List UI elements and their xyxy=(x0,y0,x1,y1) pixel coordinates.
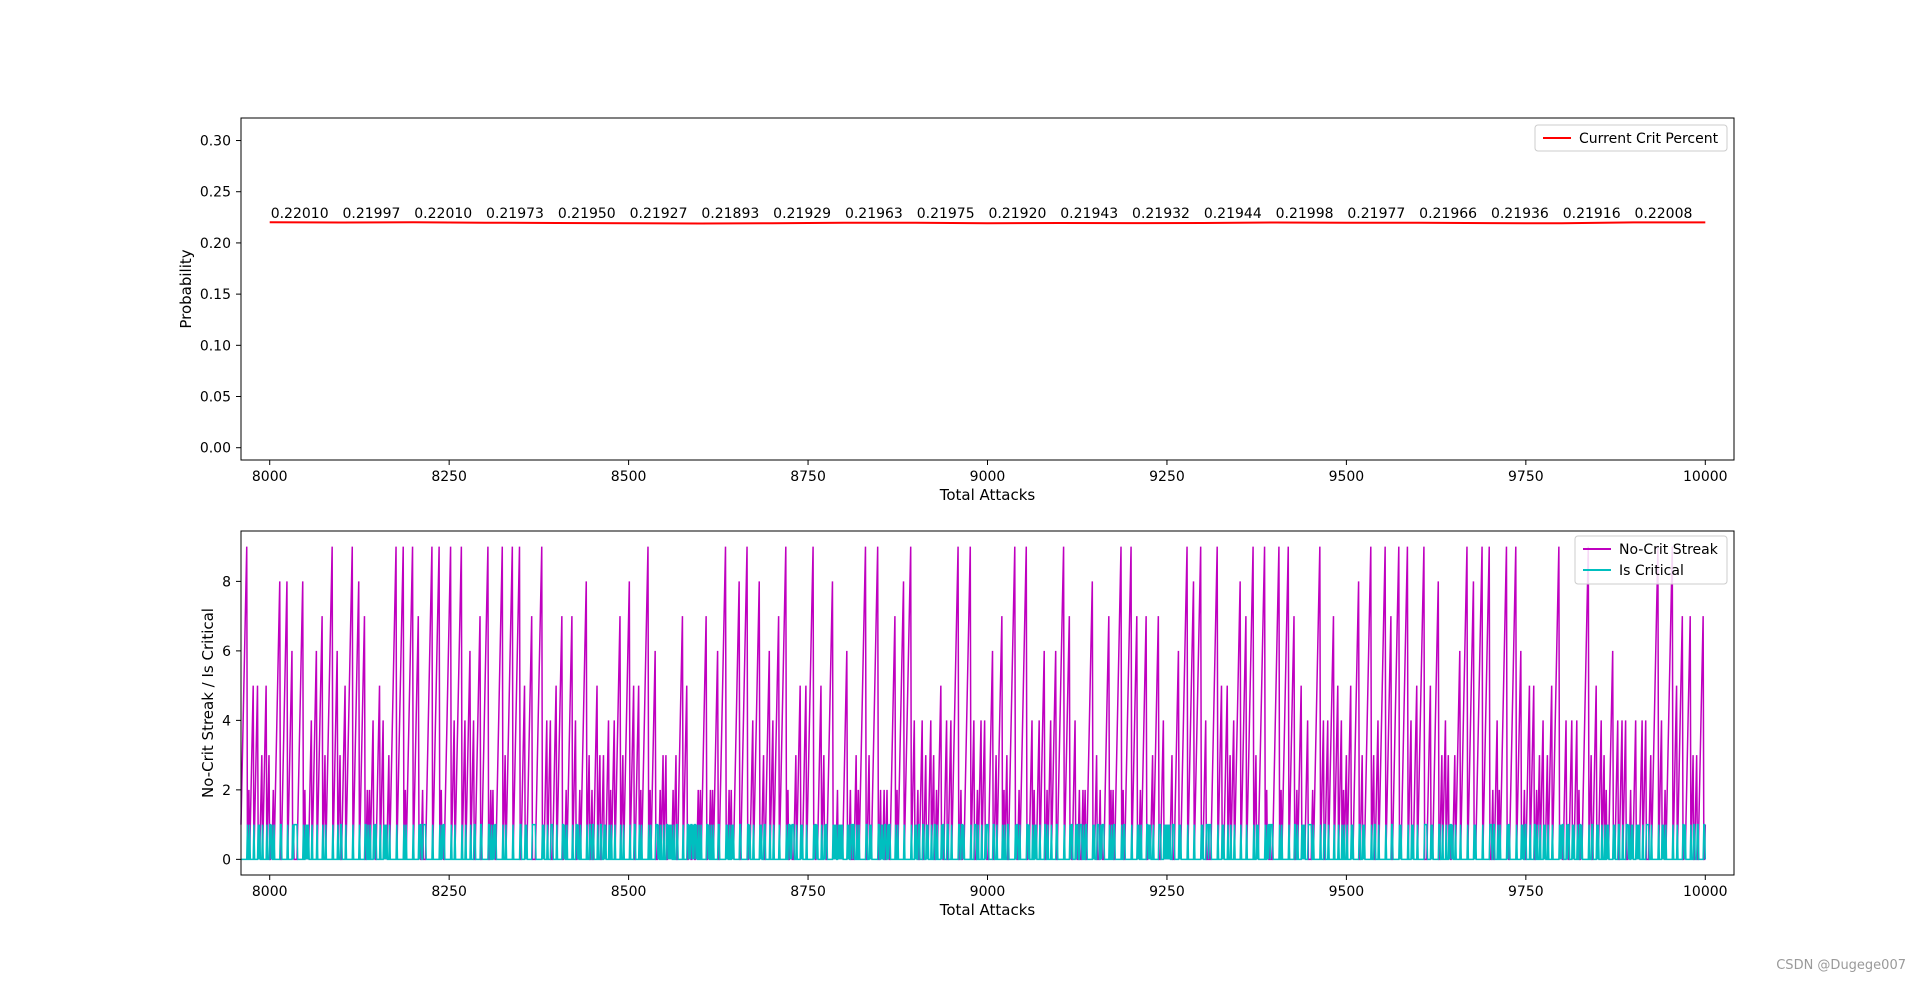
streak-y-ticks: 0 2 4 6 8 xyxy=(222,574,241,868)
legend-label-is-critical: Is Critical xyxy=(1619,563,1684,579)
x-tick-label: 10000 xyxy=(1683,884,1728,900)
is-critical-line xyxy=(241,823,1707,861)
probability-panel: 0.22010 0.21997 0.22010 0.21973 0.21950 0.219… xyxy=(177,117,1735,504)
crit-percent-data-label: 0.21975 xyxy=(917,206,975,222)
y-tick-label: 0.30 xyxy=(200,134,231,150)
x-tick-label: 9500 xyxy=(1329,884,1365,900)
probability-y-axis-label: Probability xyxy=(177,249,195,328)
crit-percent-data-label: 0.21916 xyxy=(1563,206,1621,222)
x-tick-label: 8500 xyxy=(611,884,647,900)
y-tick-label: 0.25 xyxy=(200,185,231,201)
probability-legend: Current Crit Percent xyxy=(1534,124,1728,152)
crit-percent-data-label: 0.21977 xyxy=(1347,206,1405,222)
probability-x-ticks: 8000 8250 8500 8750 9000 9250 9500 9750 10000 xyxy=(252,460,1728,485)
watermark: CSDN @Dugege007 xyxy=(1776,958,1906,973)
probability-axes-frame xyxy=(240,117,1735,461)
x-tick-label: 9750 xyxy=(1508,884,1544,900)
y-tick-label: 0.00 xyxy=(200,441,231,457)
x-tick-label: 9500 xyxy=(1329,469,1365,485)
crit-percent-data-label: 0.21943 xyxy=(1060,206,1118,222)
streak-x-axis-label: Total Attacks xyxy=(939,901,1036,919)
x-tick-label: 10000 xyxy=(1683,469,1728,485)
legend-label-no-crit-streak: No-Crit Streak xyxy=(1619,542,1719,558)
streak-x-ticks: 8000 8250 8500 8750 9000 9250 9500 9750 10000 xyxy=(252,875,1728,900)
crit-percent-data-label: 0.21997 xyxy=(342,206,400,222)
crit-percent-data-label: 0.21966 xyxy=(1419,206,1477,222)
streak-panel: 8000 8250 8500 8750 9000 9250 9500 9750 10000 0 2… xyxy=(199,530,1735,919)
x-tick-label: 9250 xyxy=(1149,469,1185,485)
probability-x-axis-label: Total Attacks xyxy=(939,486,1036,504)
x-tick-label: 8000 xyxy=(252,884,288,900)
y-tick-label: 6 xyxy=(222,644,231,660)
y-tick-label: 0.15 xyxy=(200,287,231,303)
crit-percent-data-label: 0.21932 xyxy=(1132,206,1190,222)
crit-percent-data-label: 0.21998 xyxy=(1276,206,1334,222)
y-tick-label: 4 xyxy=(222,713,231,729)
crit-percent-data-label: 0.21973 xyxy=(486,206,544,222)
x-tick-label: 8250 xyxy=(431,469,467,485)
crit-percent-data-labels: 0.22010 0.21997 0.22010 0.21973 0.21950 0.219… xyxy=(271,206,1693,222)
crit-percent-data-label: 0.21929 xyxy=(773,206,831,222)
y-tick-label: 0.20 xyxy=(200,236,231,252)
crit-percent-data-label: 0.22010 xyxy=(414,206,472,222)
x-tick-label: 8500 xyxy=(611,469,647,485)
streak-legend: No-Crit Streak Is Critical xyxy=(1574,535,1728,585)
x-tick-label: 9250 xyxy=(1149,884,1185,900)
crit-percent-data-label: 0.21920 xyxy=(989,206,1047,222)
y-tick-label: 0 xyxy=(222,852,231,868)
x-tick-label: 9000 xyxy=(970,884,1006,900)
crit-percent-data-label: 0.21963 xyxy=(845,206,903,222)
x-tick-label: 9000 xyxy=(970,469,1006,485)
probability-y-ticks: 0.00 0.05 0.10 0.15 0.20 0.25 0.30 xyxy=(200,134,241,457)
crit-percent-data-label: 0.21944 xyxy=(1204,206,1262,222)
streak-series-layer xyxy=(240,546,1707,861)
crit-percent-data-label: 0.22008 xyxy=(1635,206,1693,222)
y-tick-label: 0.10 xyxy=(200,338,231,354)
crit-percent-data-label: 0.21927 xyxy=(630,206,688,222)
x-tick-label: 8250 xyxy=(431,884,467,900)
x-tick-label: 8000 xyxy=(252,469,288,485)
crit-percent-data-label: 0.21893 xyxy=(701,206,759,222)
x-tick-label: 8750 xyxy=(790,884,826,900)
crit-percent-data-label: 0.22010 xyxy=(271,206,329,222)
probability-legend-box xyxy=(1534,124,1728,152)
no-crit-streak-line xyxy=(240,546,1707,861)
crit-percent-data-label: 0.21950 xyxy=(558,206,616,222)
legend-label-crit-percent: Current Crit Percent xyxy=(1579,131,1719,147)
x-tick-label: 9750 xyxy=(1508,469,1544,485)
crit-percent-series-layer xyxy=(269,221,1706,225)
streak-y-axis-label: No-Crit Streak / Is Critical xyxy=(199,608,217,798)
y-tick-label: 0.05 xyxy=(200,390,231,406)
crit-percent-data-label: 0.21936 xyxy=(1491,206,1549,222)
y-tick-label: 2 xyxy=(222,783,231,799)
y-tick-label: 8 xyxy=(222,574,231,590)
crit-percent-line xyxy=(269,221,1706,225)
streak-legend-box xyxy=(1574,535,1728,585)
x-tick-label: 8750 xyxy=(790,469,826,485)
